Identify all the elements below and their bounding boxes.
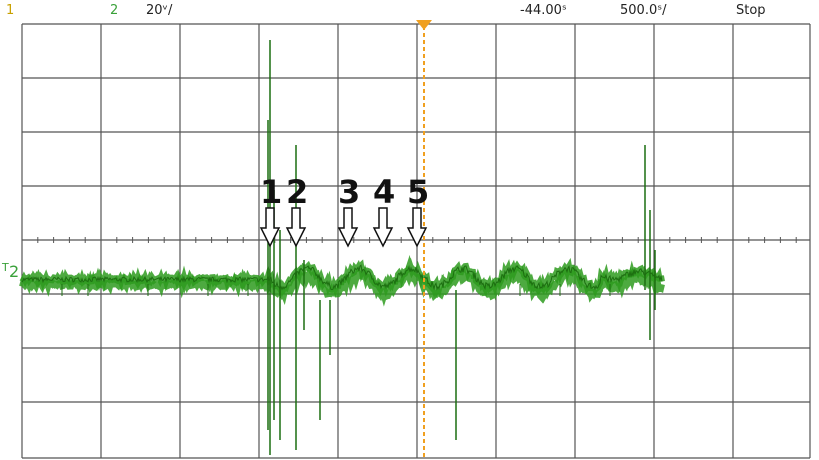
marker-1: 1 [259, 173, 282, 248]
down-arrow-icon [337, 207, 359, 248]
channel-2-indicator[interactable]: 2 [110, 3, 119, 18]
down-arrow-icon [372, 207, 394, 248]
marker-2: 2 [285, 173, 308, 248]
marker-label: 5 [407, 173, 429, 211]
channel-2-trace [19, 40, 665, 455]
down-arrow-icon [285, 207, 307, 248]
status-bar: 1 2 20ᵛ/ -44.00ˢ 500.0ˢ/ Stop [0, 0, 819, 22]
marker-label: 4 [373, 173, 395, 211]
channel-1-indicator[interactable]: 1 [6, 3, 15, 18]
trigger-marker-icon[interactable] [416, 20, 432, 30]
run-state-readout[interactable]: Stop [736, 3, 766, 18]
marker-5: 5 [406, 173, 429, 248]
channel-2-ground-marker[interactable]: T 2 [1, 261, 19, 281]
channel-2-marker-label: 2 [9, 262, 19, 281]
marker-label: 2 [286, 173, 308, 211]
down-arrow-icon [406, 207, 428, 248]
marker-3: 3 [337, 173, 360, 248]
marker-label: 3 [338, 173, 360, 211]
trace-band-lower [19, 264, 665, 307]
delay-readout[interactable]: -44.00ˢ [520, 3, 567, 18]
marker-label: 1 [260, 173, 282, 211]
marker-4: 4 [372, 173, 395, 248]
trace-edge-upper [21, 264, 663, 291]
time-per-div-readout[interactable]: 500.0ˢ/ [620, 3, 667, 18]
ground-symbol-icon: T [1, 261, 9, 274]
volts-per-div-readout[interactable]: 20ᵛ/ [146, 3, 173, 18]
down-arrow-icon [259, 207, 281, 248]
